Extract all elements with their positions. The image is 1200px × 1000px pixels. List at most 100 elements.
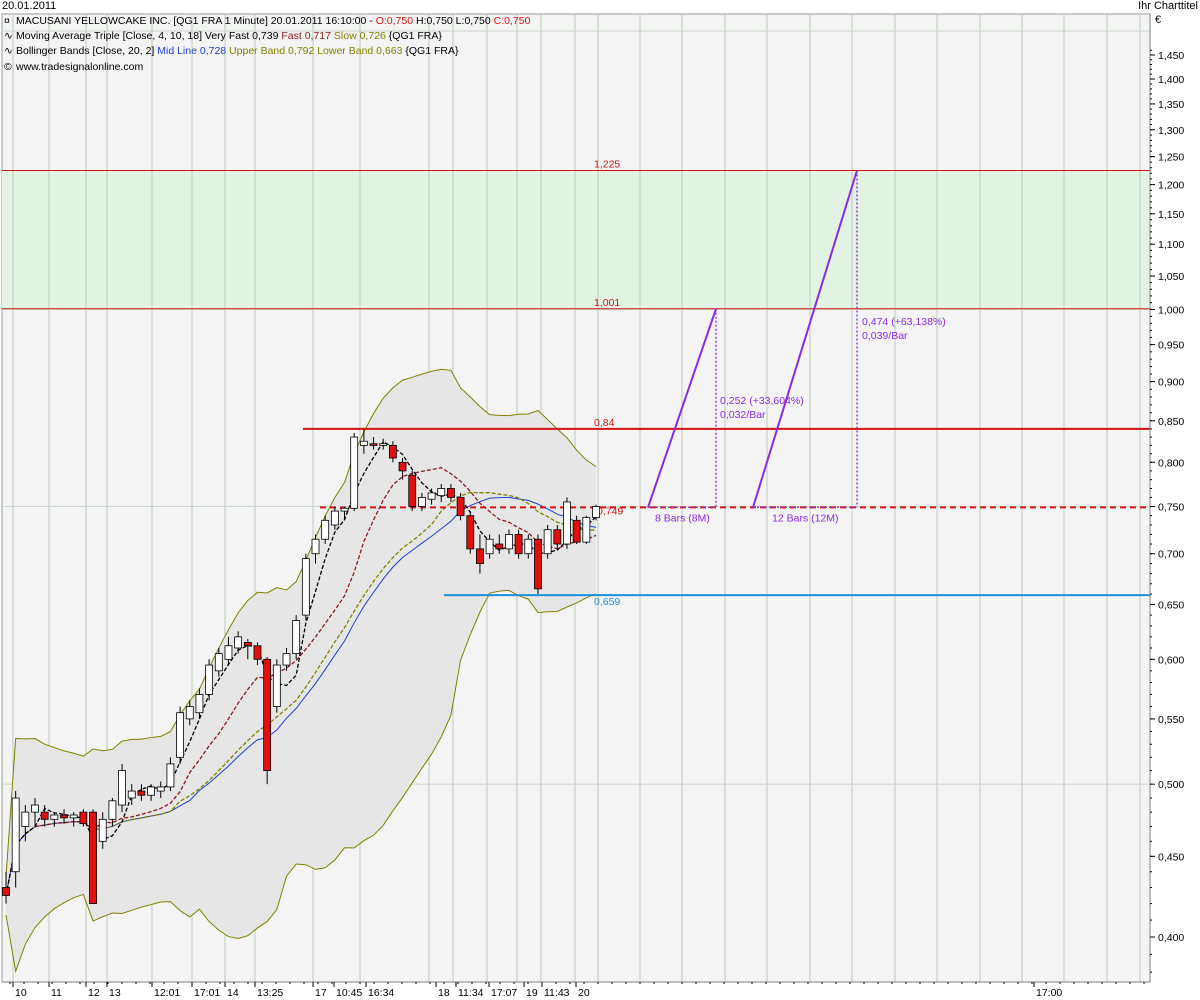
level-label: 1,225: [594, 158, 620, 170]
chart-title: Ihr Charttitel: [1138, 0, 1198, 12]
legend-line-bollinger: ∿ Bollinger Bands [Close, 20, 2] Mid Line…: [4, 45, 458, 57]
candle: [272, 659, 281, 713]
candle: [321, 515, 330, 545]
candle: [398, 458, 407, 480]
candle: [50, 812, 59, 827]
level-label: 1,001: [594, 297, 620, 309]
y-tick-label: 1,400: [1158, 74, 1184, 86]
candle: [147, 784, 155, 801]
candle-body: [147, 786, 155, 796]
legend-line-ma: ∿ Moving Average Triple [Close, 4, 10, 18…: [4, 30, 442, 42]
candle: [408, 470, 417, 512]
candle: [330, 506, 339, 530]
candle: [137, 784, 146, 801]
candle: [311, 534, 320, 564]
legend-ma-slow: Slow 0,726: [331, 30, 386, 42]
candle: [514, 529, 523, 559]
candle: [195, 688, 204, 719]
candle-body: [224, 645, 233, 660]
x-tick-label: 19: [526, 987, 538, 999]
candle: [553, 525, 562, 549]
candle: [127, 784, 136, 806]
candle-body: [485, 538, 494, 555]
candle: [253, 642, 262, 666]
wave-icon: ∿: [4, 45, 13, 57]
candle: [485, 534, 494, 559]
candle-body: [2, 887, 10, 896]
candle-body: [476, 548, 484, 564]
candle-body: [195, 694, 204, 714]
top-bar: 20.01.2011 Ihr Charttitel: [0, 0, 1200, 13]
candle-body: [292, 620, 301, 655]
x-tick-label: 13:25: [257, 987, 283, 999]
candle-body: [253, 645, 262, 660]
candle: [79, 809, 88, 827]
y-tick-label: 0,500: [1158, 779, 1184, 791]
x-tick-label: 17:07: [491, 987, 517, 999]
x-tick-label: 17:01: [194, 987, 220, 999]
candle: [292, 615, 301, 660]
level-label: 0,659: [594, 596, 620, 608]
candle-body: [282, 653, 291, 666]
candle: [534, 534, 542, 595]
currency-label: €: [1155, 14, 1162, 26]
candle-body: [418, 497, 426, 507]
y-tick-label: 0,650: [1158, 599, 1184, 611]
x-tick-label: 13: [109, 987, 121, 999]
candle-body: [340, 507, 349, 512]
candle: [418, 492, 426, 512]
candle-body: [572, 519, 581, 543]
candle: [340, 506, 349, 521]
legend-bb-mid: Mid Line 0,728: [157, 45, 227, 57]
y-tick-label: 0,600: [1158, 654, 1184, 666]
candle-body: [553, 529, 562, 545]
candle-body: [437, 488, 446, 497]
candle: [427, 488, 436, 505]
candle: [118, 763, 126, 813]
legend-bb-prefix: Bollinger Bands [Close, 20, 2]: [16, 45, 158, 57]
candle: [350, 432, 359, 512]
candle-body: [582, 517, 591, 543]
candle-body: [495, 543, 504, 550]
candle-body: [447, 488, 455, 498]
candle-body: [524, 538, 533, 555]
candle-body: [176, 712, 184, 758]
candle-body: [137, 790, 146, 796]
candle-body: [166, 763, 175, 788]
candle-body: [40, 811, 49, 820]
legend-close: C:0,750: [490, 15, 531, 27]
candle-body: [514, 534, 523, 555]
x-tick-label: 11:34: [458, 987, 484, 999]
candle-icon: ¤: [4, 15, 10, 27]
legend-high: H:0,750: [413, 15, 453, 27]
x-tick-label: 20: [578, 987, 590, 999]
projection-change-label: 0,252 (+33,604%): [720, 395, 804, 407]
x-tick-label: 17: [315, 987, 327, 999]
bollinger-lower-band: [5, 589, 597, 974]
x-tick-label: 12:01: [154, 987, 180, 999]
candle-body: [408, 474, 417, 507]
candle: [505, 529, 513, 554]
level-label: 0,84: [594, 417, 615, 429]
candle: [456, 492, 465, 521]
candle-body: [330, 510, 339, 526]
candle-body: [301, 558, 310, 616]
projection-line: [752, 170, 858, 508]
candle: [369, 437, 378, 450]
candle-body: [69, 814, 78, 819]
x-tick-label: 10:45: [336, 987, 362, 999]
y-tick-label: 1,050: [1158, 271, 1184, 283]
y-tick-label: 1,450: [1158, 50, 1184, 62]
candle: [263, 657, 272, 785]
candle: [31, 798, 39, 827]
x-tick-label: 11: [51, 987, 62, 999]
candle: [437, 484, 446, 502]
candle-body: [21, 811, 30, 827]
y-tick-label: 0,400: [1158, 932, 1184, 944]
legend-instrument-text: MACUSANI YELLOWCAKE INC. [QG1 FRA 1 Minu…: [16, 15, 376, 27]
header-date: 20.01.2011: [2, 0, 57, 12]
candle: [89, 809, 97, 904]
candle-body: [31, 804, 39, 813]
candle: [592, 504, 600, 521]
